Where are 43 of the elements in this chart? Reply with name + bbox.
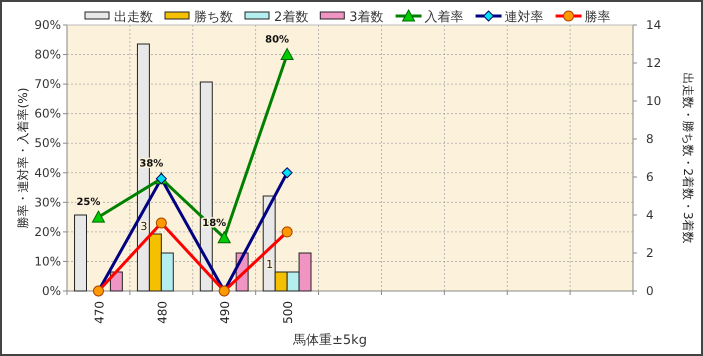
data-label: 25% — [76, 197, 100, 208]
y-tick-label: 60% — [34, 106, 61, 121]
data-label: 3 — [140, 220, 148, 233]
legend-label: 勝ち数 — [194, 10, 233, 25]
x-tick-label: 490 — [218, 301, 232, 324]
y2-tick-label: 6 — [646, 170, 654, 184]
y2-tick-label: 10 — [646, 94, 662, 108]
legend-label: 出走数 — [114, 10, 153, 25]
y-tick-label: 70% — [34, 77, 61, 92]
y2-tick-label: 8 — [646, 132, 654, 146]
point — [280, 48, 294, 60]
y2-tick-label: 2 — [646, 246, 654, 260]
y2-tick-label: 4 — [646, 208, 654, 222]
y-tick-label: 50% — [34, 136, 61, 150]
data-label: 1 — [266, 258, 274, 271]
legend-label: 連対率 — [504, 9, 544, 25]
point — [282, 167, 293, 178]
x-axis-title: 馬体重±5kg — [292, 333, 367, 348]
point — [218, 231, 231, 244]
x-tick-label: 470 — [92, 301, 106, 324]
y2-tick-label: 12 — [646, 56, 662, 70]
point — [92, 210, 105, 223]
y-tick-label: 40% — [34, 166, 61, 180]
y2-tick-label: 14 — [646, 18, 662, 32]
point — [282, 226, 293, 238]
data-label: 80% — [265, 34, 290, 46]
y-tick-label: 30% — [34, 195, 61, 210]
x-tick-label: 500 — [281, 301, 296, 324]
bar — [74, 214, 87, 292]
legend-label: 2着数 — [274, 9, 308, 25]
y-tick-label: 90% — [34, 18, 61, 32]
y-tick-label: 10% — [34, 254, 61, 268]
y-tick-label: 80% — [34, 48, 61, 62]
y-tick-label: 20% — [34, 224, 61, 239]
legend-label: 入着率 — [424, 9, 464, 25]
y2-tick-label: 0 — [646, 284, 654, 298]
y2-axis-title: 出走数・勝ち数・2着数・3着数 — [681, 72, 695, 244]
y-axis-title: 勝率・連対率・入着率(%) — [16, 88, 30, 228]
x-tick-label: 480 — [155, 301, 170, 324]
point — [156, 218, 167, 229]
legend-label: 3着数 — [349, 9, 384, 25]
legend-label: 勝率 — [584, 9, 611, 25]
y-tick-label: 0% — [42, 284, 61, 298]
